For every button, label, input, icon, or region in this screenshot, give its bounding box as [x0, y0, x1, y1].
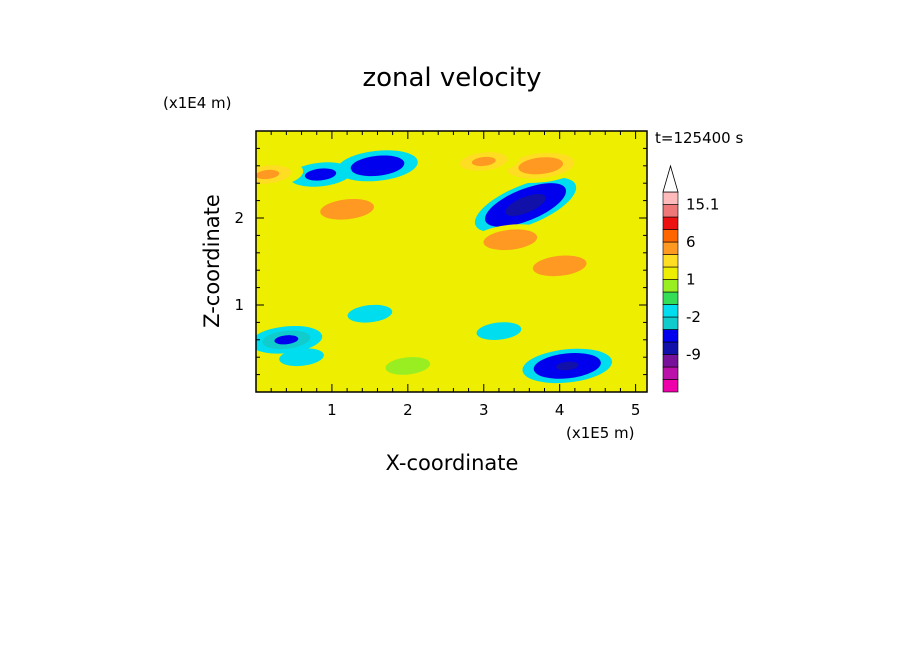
colorbar-segment — [662, 254, 679, 268]
x-tick-label: 1 — [327, 401, 337, 419]
colorbar-segment — [662, 191, 679, 205]
colorbar-segment — [662, 266, 679, 280]
colorbar-segment — [662, 341, 679, 355]
contour-blob — [256, 169, 280, 180]
contour-blob — [556, 361, 579, 371]
x-unit-label: (x1E5 m) — [566, 424, 635, 442]
y-tick-label: 2 — [234, 209, 244, 227]
contour-blob — [396, 242, 450, 264]
contour-blob — [471, 156, 496, 167]
contour-blob — [279, 348, 324, 367]
colorbar-overflow-triangle — [662, 164, 679, 193]
colorbar-label: 1 — [686, 271, 696, 289]
contour-blob — [333, 204, 361, 215]
contour-blob — [546, 260, 574, 272]
time-label: t=125400 s — [655, 129, 743, 147]
colorbar-segment — [662, 229, 679, 243]
colorbar-label: -9 — [686, 346, 701, 364]
x-axis-title: X-coordinate — [386, 451, 519, 475]
y-axis: 12 — [234, 147, 647, 376]
x-tick-label: 5 — [631, 401, 641, 419]
colorbar-label: 15.1 — [686, 196, 719, 214]
x-tick-label: 2 — [403, 401, 413, 419]
x-tick-label: 3 — [479, 401, 489, 419]
y-unit-label: (x1E4 m) — [163, 94, 232, 112]
contour-blob — [364, 160, 391, 171]
colorbar-label: -2 — [686, 308, 701, 326]
contour-blob — [496, 234, 524, 245]
chart-title: zonal velocity — [362, 63, 541, 93]
colorbar-segment — [662, 216, 679, 230]
colorbar-segment — [662, 366, 679, 380]
colorbar-segment — [662, 329, 679, 343]
colorbar-segment — [662, 241, 679, 255]
colorbar-segment — [662, 379, 679, 393]
colorbar-segment — [662, 291, 679, 305]
contour-blob — [529, 161, 552, 171]
plot-frame — [255, 130, 648, 393]
x-tick-label: 4 — [555, 401, 565, 419]
colorbar-label: 6 — [686, 233, 696, 251]
contour-blob — [347, 304, 393, 323]
x-axis: 1 2 3 4 5 — [270, 131, 641, 419]
colorbar-segment — [662, 279, 679, 293]
colorbar-segment — [662, 354, 679, 368]
contour-blob — [304, 168, 337, 181]
colorbar-segment — [662, 204, 679, 218]
colorbar-segment — [662, 316, 679, 330]
colorbar-segment — [662, 304, 679, 318]
y-tick-label: 1 — [234, 296, 244, 314]
y-axis-title: Z-coordinate — [200, 194, 224, 328]
contour-field — [256, 131, 647, 392]
contour-blob — [274, 335, 299, 345]
contour-blob — [515, 199, 536, 211]
colorbar: 15.1 6 1 -2 -9 — [662, 164, 719, 393]
contour-blob — [476, 322, 522, 340]
contour-blob — [385, 357, 431, 375]
